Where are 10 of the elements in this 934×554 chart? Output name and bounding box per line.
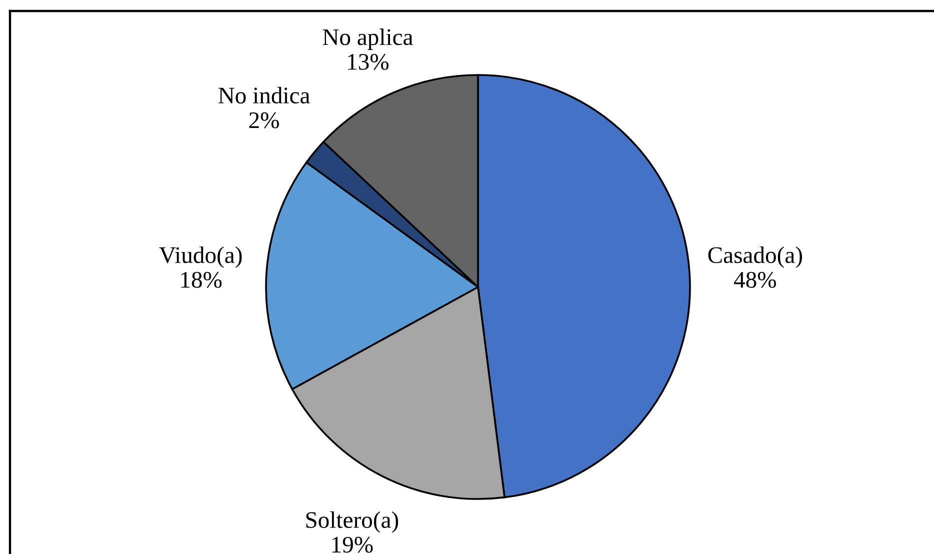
data-label: 19% (332, 536, 373, 553)
data-label: 2% (249, 112, 279, 128)
slice-label: Soltero(a) (306, 511, 398, 533)
slice-label: No indica (218, 86, 310, 104)
data-label: 48% (734, 272, 776, 288)
data-label: 18% (181, 272, 222, 288)
data-label: 13% (348, 54, 389, 70)
slice-label: Casado(a) (708, 246, 802, 268)
slice-label: Viudo(a) (159, 246, 242, 268)
slice-label: No aplica (322, 28, 413, 50)
